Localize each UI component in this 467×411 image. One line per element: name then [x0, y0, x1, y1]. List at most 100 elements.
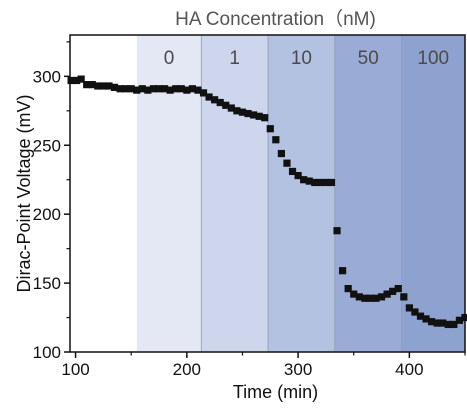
data-point [450, 320, 458, 329]
data-point [83, 81, 91, 89]
x-axis-ticks: 100 200 300 400 [61, 352, 466, 379]
x-tick-label: 100 [61, 360, 89, 379]
data-point [99, 82, 107, 90]
data-point [77, 75, 85, 83]
data-point [94, 82, 102, 90]
data-point [300, 176, 308, 184]
data-point [366, 294, 375, 302]
data-point [73, 76, 81, 85]
data-point [211, 96, 219, 104]
data-point [238, 108, 247, 116]
data-points [67, 75, 467, 329]
x-axis-title: Time (min) [233, 382, 318, 402]
y-axis-ticks: 100 150 200 250 300 [33, 41, 70, 362]
data-point [344, 285, 352, 293]
data-point [227, 104, 235, 112]
data-point [394, 285, 402, 293]
band-1-nM [201, 35, 269, 352]
y-tick-label: 100 [33, 343, 61, 362]
data-point [199, 89, 208, 97]
data-point [283, 159, 291, 167]
y-tick-label: 250 [33, 136, 61, 155]
data-point [288, 167, 297, 176]
data-point [433, 319, 441, 327]
data-point [439, 319, 447, 327]
data-point [188, 85, 196, 93]
chart-title: HA Concentration（nM) [175, 8, 376, 30]
data-point [272, 136, 280, 144]
data-point [422, 315, 430, 323]
x-tick-label: 200 [173, 360, 201, 379]
data-point [255, 112, 263, 120]
data-point [350, 290, 358, 298]
x-tick-label: 400 [395, 360, 423, 379]
band-label-0: 0 [164, 48, 175, 69]
data-point [405, 304, 413, 312]
data-point [389, 287, 397, 295]
y-axis-title: Dirac-Point Voltage (mV) [14, 94, 34, 292]
data-point [122, 85, 130, 93]
data-point [455, 316, 464, 324]
data-point [444, 320, 452, 329]
data-point [411, 308, 419, 316]
data-point [133, 86, 141, 94]
data-point [67, 76, 75, 85]
data-point [316, 178, 324, 187]
data-point [144, 86, 152, 94]
data-point [149, 85, 158, 93]
data-point [311, 178, 319, 187]
concentration-band-labels: 0 1 10 50 100 [164, 48, 449, 69]
data-point [177, 85, 185, 93]
data-point [416, 312, 425, 320]
data-point [244, 109, 252, 118]
data-point [400, 293, 408, 301]
data-point [166, 86, 174, 94]
data-point [361, 294, 369, 302]
data-point [383, 290, 391, 298]
data-point [327, 178, 336, 187]
data-point [333, 227, 341, 235]
data-point [339, 267, 347, 275]
data-point [105, 82, 113, 90]
data-point [155, 85, 163, 93]
data-point [205, 93, 213, 101]
data-point [88, 81, 96, 89]
data-point [261, 114, 269, 122]
data-point [127, 85, 135, 93]
band-label-50: 50 [358, 48, 379, 69]
x-tick-label: 300 [284, 360, 312, 379]
data-point [138, 85, 146, 93]
data-point [377, 293, 386, 301]
band-label-1: 1 [229, 48, 240, 69]
data-point [355, 293, 363, 301]
data-point [110, 83, 119, 91]
band-label-100: 100 [417, 48, 449, 69]
band-10-nM [268, 35, 335, 352]
data-point [249, 111, 258, 119]
data-point [172, 85, 180, 93]
data-point [222, 101, 230, 109]
data-point [233, 107, 241, 115]
plot-frame [69, 34, 466, 353]
data-point [216, 98, 224, 107]
concentration-bands [136, 35, 465, 352]
data-point [305, 177, 313, 185]
y-tick-label: 150 [33, 274, 61, 293]
y-tick-label: 200 [33, 205, 61, 224]
band-100-nM [401, 35, 465, 352]
band-label-10: 10 [291, 48, 312, 69]
band-50-nM [334, 35, 402, 352]
data-point [266, 125, 274, 133]
data-point [160, 85, 169, 93]
data-point [277, 149, 286, 158]
data-point [194, 86, 202, 94]
data-point [428, 318, 436, 326]
data-point [322, 178, 330, 187]
data-point [294, 171, 302, 180]
data-point [116, 85, 124, 93]
y-tick-label: 300 [33, 67, 61, 86]
data-point [461, 313, 467, 322]
band-0-nM [136, 35, 202, 352]
data-point [372, 294, 380, 302]
